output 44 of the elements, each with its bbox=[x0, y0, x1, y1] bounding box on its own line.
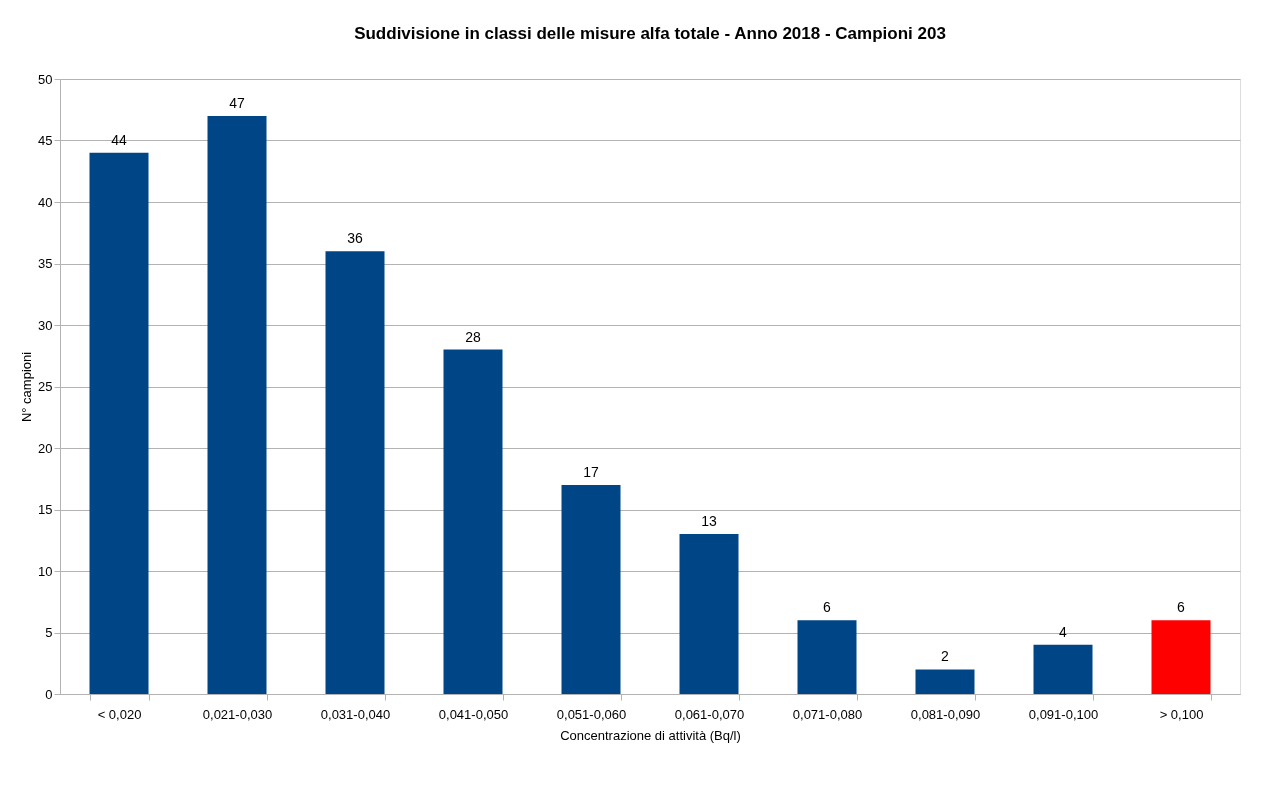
chart-title: Suddivisione in classi delle misure alfa totale - Anno 2018 - Campioni 203 bbox=[354, 24, 946, 43]
y-tick-label: 15 bbox=[38, 502, 53, 517]
x-tick-label: 0,021-0,030 bbox=[202, 706, 273, 722]
x-tick-label: < 0,020 bbox=[97, 706, 142, 722]
y-tick-label: 10 bbox=[38, 563, 53, 579]
bar bbox=[1151, 620, 1211, 694]
bar bbox=[561, 484, 621, 694]
y-tick-label: 35 bbox=[38, 256, 53, 271]
x-axis-title: Concentrazione di attività (Bq/l) bbox=[560, 727, 741, 743]
bar bbox=[443, 349, 503, 694]
y-axis-title: N° campioni bbox=[19, 351, 35, 423]
data-label: 44 bbox=[111, 131, 127, 148]
data-label: 13 bbox=[701, 513, 717, 530]
y-tick-label: 30 bbox=[38, 317, 53, 333]
x-tick-label: 0,061-0,070 bbox=[674, 706, 745, 722]
data-label: 36 bbox=[347, 230, 363, 247]
data-label: 6 bbox=[1177, 599, 1186, 616]
y-tick-label: 50 bbox=[38, 71, 53, 87]
data-label: 47 bbox=[229, 94, 245, 111]
x-tick-label: 0,071-0,080 bbox=[792, 706, 863, 722]
y-tick-label: 5 bbox=[45, 625, 53, 640]
data-label: 6 bbox=[823, 599, 832, 616]
y-tick-label: 25 bbox=[38, 379, 53, 394]
y-tick-label: 0 bbox=[45, 686, 53, 702]
data-label: 28 bbox=[465, 328, 481, 345]
x-tick-label: > 0,100 bbox=[1159, 706, 1204, 722]
bar bbox=[207, 115, 267, 694]
bar bbox=[915, 669, 975, 694]
y-tick-label: 45 bbox=[38, 133, 53, 148]
data-label: 17 bbox=[583, 463, 599, 480]
bar bbox=[679, 534, 739, 694]
x-tick-label: 0,081-0,090 bbox=[910, 706, 981, 722]
data-label: 2 bbox=[941, 648, 950, 665]
bar bbox=[325, 251, 385, 694]
data-label: 4 bbox=[1059, 623, 1068, 640]
bar bbox=[89, 152, 149, 694]
bar bbox=[797, 620, 857, 694]
y-tick-label: 40 bbox=[38, 194, 53, 210]
x-tick-label: 0,051-0,060 bbox=[556, 706, 627, 722]
x-tick-label: 0,041-0,050 bbox=[438, 706, 509, 722]
y-tick-label: 20 bbox=[38, 440, 53, 456]
bar bbox=[1033, 644, 1093, 694]
x-tick-label: 0,091-0,100 bbox=[1028, 706, 1099, 722]
x-tick-label: 0,031-0,040 bbox=[320, 706, 391, 722]
